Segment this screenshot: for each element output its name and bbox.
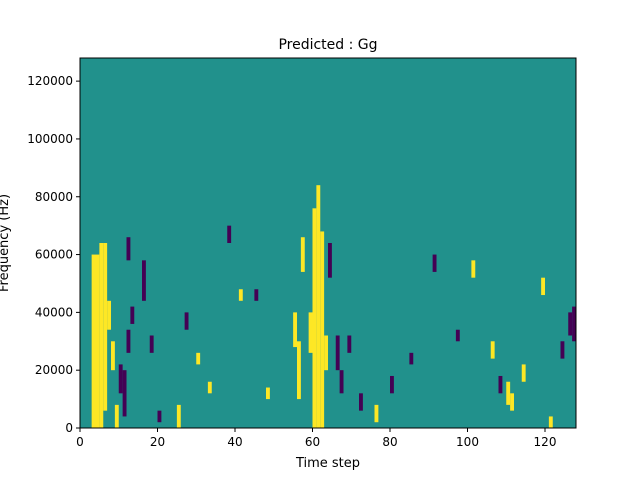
y-tick-label: 20000 [35, 363, 73, 377]
heatmap-cell [471, 260, 476, 278]
heatmap-cell [390, 375, 394, 394]
heatmap-cell [114, 404, 119, 429]
heatmap-cell [238, 289, 243, 301]
heatmap-cell [149, 335, 154, 353]
x-tick-label: 40 [227, 435, 242, 449]
heatmap-cell [560, 341, 565, 359]
heatmap-cell [335, 335, 340, 371]
heatmap-cell [300, 237, 305, 272]
heatmap-cell [95, 254, 100, 428]
heatmap-cell [157, 410, 162, 423]
heatmap-cell [316, 185, 321, 428]
heatmap-cell [111, 341, 115, 371]
heatmap-cell [347, 335, 352, 353]
heatmap-cell [91, 254, 96, 428]
y-tick-label: 0 [65, 421, 73, 435]
heatmap-cell [130, 306, 135, 324]
heatmap-cell [541, 277, 546, 296]
heatmap-cell [498, 375, 503, 394]
heatmap-cell [118, 364, 123, 394]
heatmap-cell [572, 306, 577, 342]
heatmap-cell [324, 335, 329, 371]
heatmap-cell [432, 254, 437, 272]
heatmap-cell [328, 243, 332, 278]
heatmap-cell [99, 243, 104, 428]
y-axis: 0 20000 40000 60000 80000 100000 120000 [27, 74, 80, 435]
x-axis: 0 20 40 60 80 100 120 [76, 428, 556, 449]
heatmap-cell [122, 370, 127, 417]
heatmap-cell [196, 352, 201, 365]
plot-border [79, 57, 577, 429]
x-tick-label: 0 [76, 435, 84, 449]
heatmap-cell [308, 312, 313, 353]
heatmap-cell [107, 300, 112, 330]
heatmap-cell [266, 387, 270, 400]
heatmap-cell [548, 416, 553, 428]
y-tick-label: 80000 [35, 190, 73, 204]
heatmap-cell [297, 341, 301, 400]
heatmap-cell [359, 393, 363, 411]
heatmap-cell [184, 312, 189, 330]
x-tick-label: 80 [382, 435, 397, 449]
heatmap-cell [142, 260, 146, 301]
heatmap-cell [506, 381, 511, 405]
y-tick-label: 100000 [27, 132, 73, 146]
heatmap-cell [510, 393, 515, 411]
heatmap-cell [227, 225, 232, 243]
x-tick-label: 60 [305, 435, 320, 449]
heatmap-cell [176, 404, 181, 429]
heatmap-cell [320, 231, 325, 428]
heatmap-cell [568, 312, 573, 336]
y-axis-label: Frequency (Hz) [0, 194, 12, 292]
heatmap-cell [126, 329, 131, 353]
plot-area [79, 57, 577, 429]
heatmap-cell [339, 370, 344, 394]
chart-title: Predicted : Gg [278, 37, 377, 53]
heatmap-cell [254, 289, 259, 301]
x-axis-label: Time step [295, 456, 360, 471]
y-tick-label: 120000 [27, 74, 73, 88]
heatmap-cell [490, 341, 495, 359]
heatmap-cell [312, 208, 317, 428]
heatmap-cell [455, 329, 460, 342]
heatmap-cell [207, 381, 212, 394]
heatmap-cell [521, 364, 526, 382]
heatmap-cell [409, 352, 414, 365]
heatmap-cell [103, 243, 108, 411]
heatmap-cells [91, 185, 577, 429]
x-tick-label: 120 [534, 435, 557, 449]
y-tick-label: 40000 [35, 305, 73, 319]
heatmap-cell [293, 312, 298, 348]
y-tick-label: 60000 [35, 248, 73, 262]
x-tick-label: 20 [150, 435, 165, 449]
heatmap-cell [126, 237, 131, 261]
x-tick-label: 100 [456, 435, 479, 449]
heatmap-cell [374, 404, 379, 423]
